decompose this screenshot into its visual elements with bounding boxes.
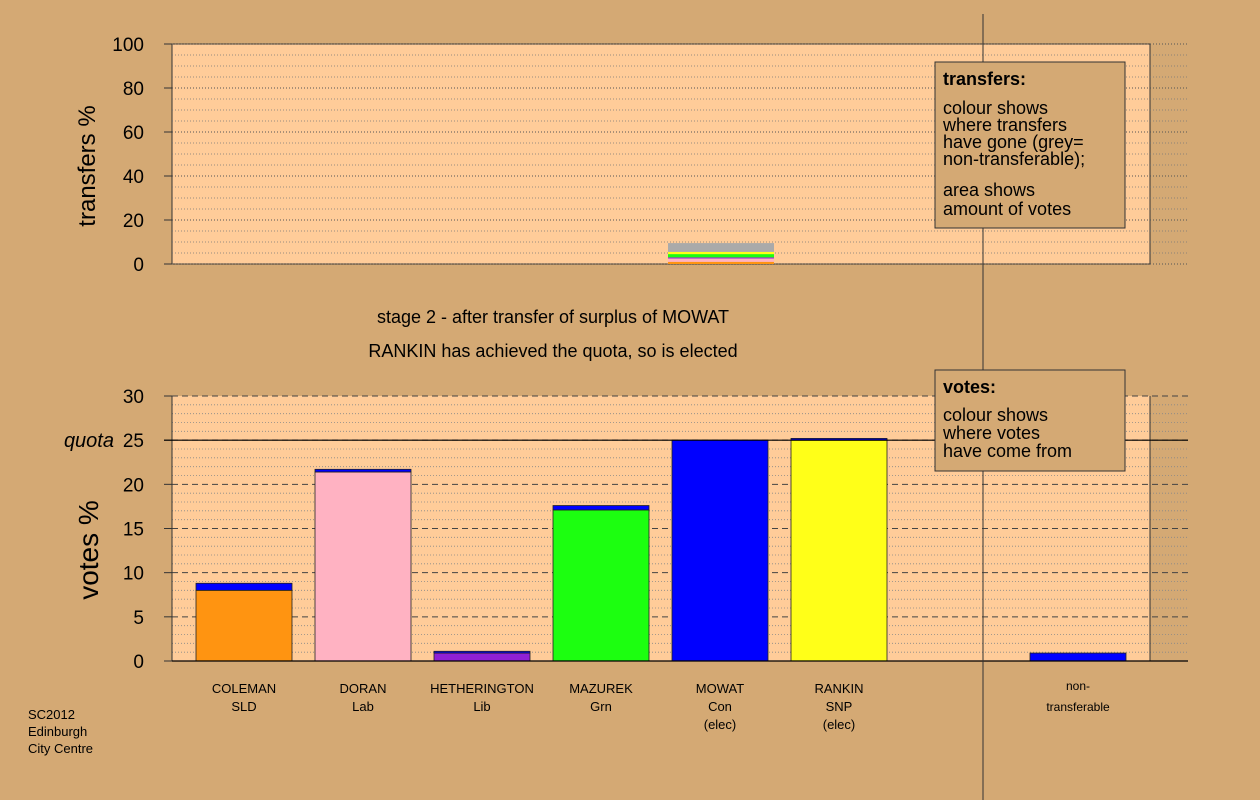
vote-bar-mowat <box>671 439 769 662</box>
transfers-y-axis-label: transfers % <box>74 105 101 226</box>
candidate-party-label: Lab <box>352 699 374 714</box>
candidate-party-label: Grn <box>590 699 612 714</box>
transfer-segment-SNP <box>668 251 774 255</box>
transfers-legend-title: transfers: <box>943 69 1026 89</box>
transfers-tick-label: 20 <box>123 211 144 232</box>
transfer-bar-mazurek <box>552 505 650 511</box>
votes-legend-line: have come from <box>943 441 1072 461</box>
transfer-bar-doran <box>314 468 412 473</box>
votes-y-axis-label: votes % <box>73 500 104 600</box>
transfer-segment-Lib <box>668 257 774 259</box>
stage-caption: stage 2 - after transfer of surplus of M… <box>377 307 729 327</box>
candidate-party-label: SLD <box>231 699 256 714</box>
votes-tick-label: 25 <box>123 431 144 452</box>
quota-label: quota <box>64 430 114 452</box>
candidate-name-label: COLEMAN <box>212 681 276 696</box>
transfers-legend-line: non-transferable); <box>943 149 1085 169</box>
transfers-tick-label: 40 <box>123 167 144 188</box>
votes-tick-label: 0 <box>133 652 144 673</box>
votes-tick-label: 20 <box>123 475 144 496</box>
votes-tick-label: 15 <box>123 520 144 541</box>
nontransferable-label: transferable <box>1046 700 1110 714</box>
transfers-tick-label: 0 <box>133 255 144 276</box>
votes-tick-label: 5 <box>133 608 144 629</box>
candidate-party-label: Con <box>708 699 732 714</box>
votes-tick-label: 10 <box>123 564 144 585</box>
transfer-segment-Lab <box>668 258 774 262</box>
votes-legend-line: where votes <box>942 423 1040 443</box>
candidate-name-label: DORAN <box>340 681 387 696</box>
transfers-legend-box <box>934 61 1126 229</box>
vote-bar-coleman <box>195 589 293 662</box>
transfers-legend-line: amount of votes <box>943 199 1071 219</box>
candidate-name-label: RANKIN <box>814 681 863 696</box>
vote-bar-rankin <box>790 439 888 662</box>
transfer-segment-Grn <box>668 254 774 258</box>
transfers-tick-label: 100 <box>112 35 144 56</box>
candidate-party-label: SNP <box>826 699 853 714</box>
transfer-segment-nontransferable <box>668 243 774 252</box>
footer-line-2: Edinburgh <box>28 724 88 739</box>
transfers-legend-line: colour shows <box>943 98 1048 118</box>
vote-bar-doran <box>314 471 412 662</box>
transfer-bar-coleman <box>195 582 293 591</box>
transfers-legend-line: area shows <box>943 180 1035 200</box>
transfers-legend-line: have gone (grey= <box>943 132 1084 152</box>
candidate-name-label: MAZUREK <box>569 681 633 696</box>
votes-tick-label: 30 <box>123 387 144 408</box>
elected-caption: RANKIN has achieved the quota, so is ele… <box>368 341 737 361</box>
votes-legend-line: colour shows <box>943 405 1048 425</box>
footer-line-1: SC2012 <box>28 707 75 722</box>
candidate-status-label: (elec) <box>823 717 856 732</box>
nontransferable-label: non- <box>1066 679 1090 693</box>
votes-legend-box <box>934 369 1126 472</box>
candidate-party-label: Lib <box>473 699 490 714</box>
candidate-status-label: (elec) <box>704 717 737 732</box>
vote-bar-hetherington <box>433 652 531 662</box>
footer-line-3: City Centre <box>28 741 94 756</box>
vote-bar-mazurek <box>552 509 650 662</box>
transfers-tick-label: 80 <box>123 79 144 100</box>
candidate-name-label: HETHERINGTON <box>430 681 534 696</box>
transfers-legend-line: where transfers <box>942 115 1067 135</box>
transfer-bar-hetherington <box>433 650 531 654</box>
votes-legend-title: votes: <box>943 377 996 397</box>
transfer-segment-SLD <box>668 261 774 264</box>
candidate-name-label: MOWAT <box>696 681 744 696</box>
transfers-tick-label: 60 <box>123 123 144 144</box>
vote-bar-nontransferable <box>1029 652 1127 662</box>
